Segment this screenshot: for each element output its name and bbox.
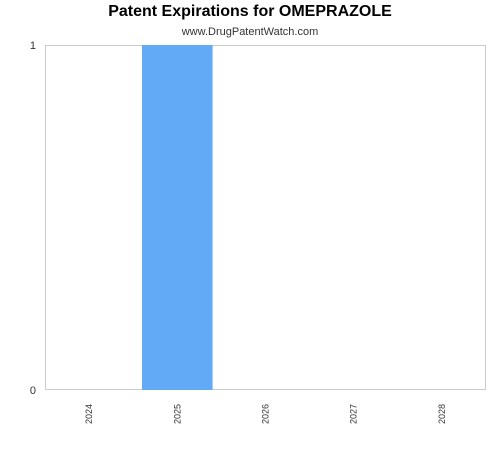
x-tick-label-2028: 2028 — [437, 404, 447, 424]
bars — [142, 45, 213, 390]
chart-subtitle: www.DrugPatentWatch.com — [181, 26, 319, 38]
x-tick-label-2026: 2026 — [261, 404, 271, 424]
chart-title: Patent Expirations for OMEPRAZOLE — [108, 3, 392, 20]
plot-area-border — [45, 45, 486, 390]
x-tick-label-2027: 2027 — [349, 404, 359, 424]
x-axis-ticks: 2024 2025 2026 2027 2028 — [84, 404, 447, 424]
plot-frame — [45, 45, 486, 390]
x-tick-label-2024: 2024 — [84, 404, 94, 424]
x-tick-label-2025: 2025 — [172, 404, 182, 424]
y-tick-label-1: 1 — [30, 40, 36, 52]
bar-2025 — [142, 45, 213, 390]
y-tick-label-0: 0 — [30, 385, 36, 397]
y-axis-ticks: 01 — [30, 40, 36, 397]
